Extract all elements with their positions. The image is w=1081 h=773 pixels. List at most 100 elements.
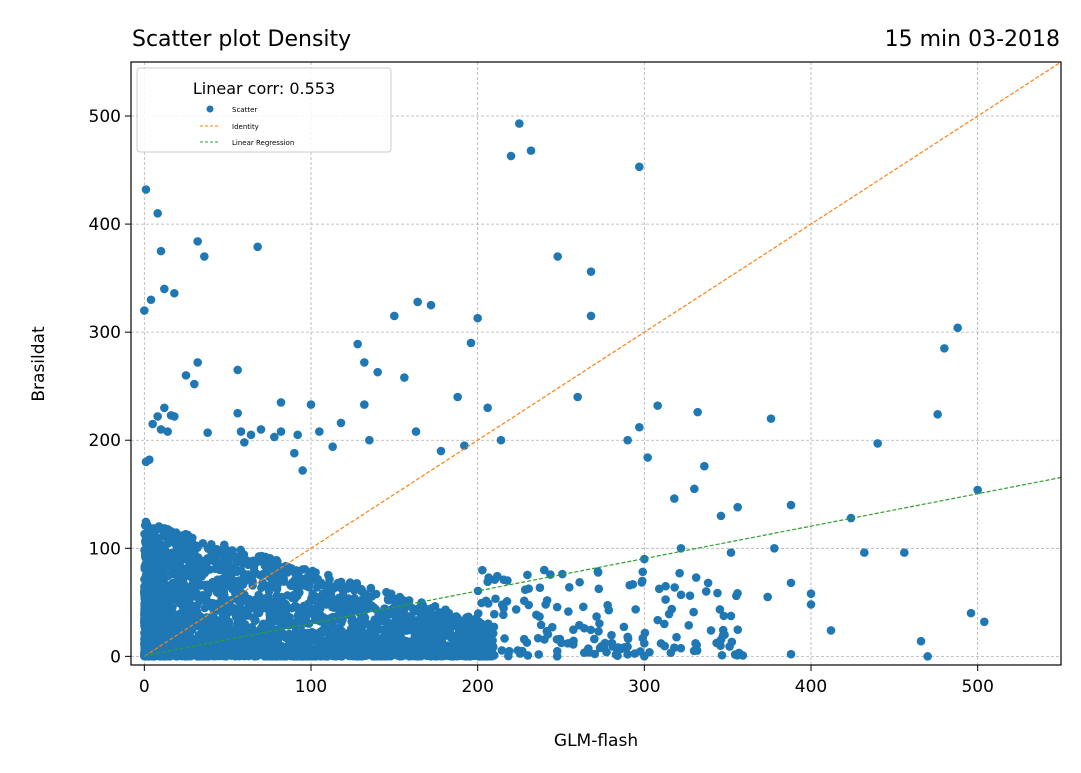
scatter-point [653, 615, 663, 625]
scatter-point [436, 651, 445, 661]
chart-title-left: Scatter plot Density [132, 27, 351, 52]
scatter-point [366, 583, 376, 593]
scatter-point [404, 599, 414, 608]
scatter-point [503, 576, 512, 585]
scatter-point [308, 631, 317, 641]
scatter-point [140, 599, 149, 608]
scatter-point [497, 646, 507, 655]
scatter-point [150, 620, 159, 630]
scatter-point [395, 651, 405, 661]
scatter-point [218, 574, 227, 584]
scatter-point [212, 587, 222, 597]
scatter-point [170, 651, 180, 661]
scatter-point [400, 373, 409, 382]
scatter-point [586, 311, 596, 321]
scatter-point [392, 594, 401, 604]
scatter-point [360, 400, 369, 409]
scatter-point [163, 621, 172, 631]
scatter-point [467, 629, 476, 638]
scatter-point [193, 579, 203, 589]
scatter-point [153, 412, 162, 421]
scatter-point [499, 610, 508, 620]
scatter-point [497, 600, 507, 609]
scatter-point [631, 605, 640, 614]
scatter-point [653, 401, 662, 410]
scatter-point [656, 639, 666, 648]
scatter-point [569, 625, 578, 634]
y-tick-label: 0 [110, 647, 121, 667]
scatter-point [715, 605, 725, 614]
scatter-point [335, 610, 344, 619]
scatter-point [675, 568, 684, 578]
scatter-point [660, 619, 669, 629]
scatter-point [148, 419, 157, 429]
scatter-point [703, 578, 713, 588]
scatter-point [237, 597, 247, 606]
scatter-point [339, 648, 348, 658]
scatter-point [713, 588, 722, 598]
scatter-point [155, 568, 165, 578]
scatter-point [315, 427, 324, 436]
scatter-point [181, 582, 191, 592]
scatter-point [552, 602, 562, 612]
scatter-point [181, 598, 191, 608]
scatter-point [211, 623, 221, 633]
scatter-point [141, 614, 151, 623]
scatter-point [385, 621, 395, 630]
scatter-point [362, 651, 371, 660]
scatter-point [676, 643, 686, 653]
scatter-point [184, 641, 194, 651]
scatter-point [156, 246, 166, 256]
scatter-point [365, 435, 374, 445]
scatter-point [635, 162, 644, 172]
scatter-point [159, 580, 169, 590]
scatter-point [180, 552, 189, 561]
scatter-point [564, 607, 573, 616]
scatter-point [690, 484, 699, 494]
scatter-point [160, 284, 169, 294]
y-axis-ticks: 0 100 200 300 400 500 [89, 107, 131, 667]
scatter-point [319, 627, 329, 636]
scatter-point [386, 641, 395, 651]
scatter-point [732, 651, 742, 660]
scatter-point [379, 625, 389, 635]
scatter-point [241, 576, 251, 585]
scatter-point [156, 425, 166, 434]
scatter-point [684, 621, 694, 630]
scatter-point [313, 578, 323, 587]
scatter-point [346, 651, 356, 661]
scatter-point [202, 595, 211, 604]
scatter-point [449, 635, 459, 645]
scatter-point [238, 611, 248, 620]
scatter-point [476, 652, 486, 661]
scatter-point [552, 652, 562, 661]
scatter-point [604, 605, 614, 615]
scatter-point [590, 649, 600, 659]
scatter-point [299, 578, 309, 588]
scatter-point [203, 649, 212, 658]
scatter-point [250, 616, 260, 626]
scatter-point [218, 558, 228, 567]
scatter-point [352, 635, 361, 645]
scatter-point [478, 620, 488, 630]
scatter-point [233, 408, 242, 418]
scatter-point [478, 565, 487, 575]
scatter-point [278, 651, 287, 660]
scatter-point [370, 651, 379, 661]
scatter-point [256, 650, 266, 659]
scatter-point [640, 652, 649, 661]
scatter-point [595, 619, 604, 628]
scatter-point [701, 587, 711, 596]
scatter-point [414, 651, 424, 661]
scatter-point [395, 610, 404, 620]
scatter-point [416, 636, 426, 646]
scatter-point [153, 208, 162, 218]
scatter-point [151, 581, 161, 591]
scatter-point [916, 636, 926, 646]
scatter-point [156, 620, 165, 630]
scatter-point [504, 651, 513, 661]
scatter-point [466, 338, 476, 348]
scatter-point [483, 577, 492, 587]
scatter-point [200, 603, 210, 613]
scatter-point [384, 634, 394, 644]
